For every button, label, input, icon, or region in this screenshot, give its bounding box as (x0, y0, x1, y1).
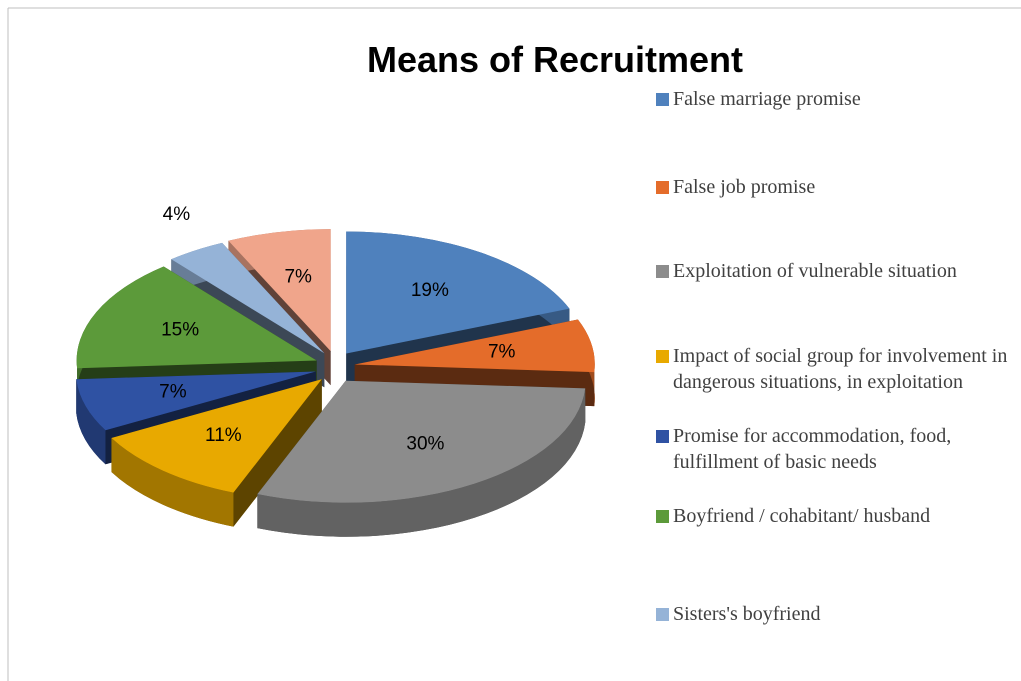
legend-line: Exploitation of vulnerable situation (673, 260, 957, 282)
legend-label: Promise for accommodation, food, fulfillm… (673, 425, 951, 473)
legend-line: Sisters's boyfriend (673, 603, 820, 625)
legend-swatch (656, 510, 669, 523)
legend-swatch (656, 430, 669, 443)
legend-label: False job promise (673, 176, 815, 198)
legend-line: dangerous situations, in exploitation (673, 371, 963, 393)
data-label: 30% (406, 434, 444, 455)
legend-line: False marriage promise (673, 88, 861, 110)
legend-swatch (656, 181, 669, 194)
legend-line: False job promise (673, 176, 815, 198)
legend-label: False marriage promise (673, 88, 861, 110)
legend-label: Exploitation of vulnerable situation (673, 260, 957, 282)
slice (257, 380, 586, 503)
data-label: 4% (163, 204, 191, 225)
legend-label: Impact of social group for involvement i… (673, 345, 1007, 393)
slice (346, 231, 570, 354)
data-label: 7% (488, 342, 516, 363)
chart-title: Means of Recruitment (367, 39, 743, 80)
slice (111, 379, 322, 493)
slice (76, 371, 316, 431)
legend-swatch (656, 350, 669, 363)
legend-line: fulfillment of basic needs (673, 451, 877, 473)
legend-label: Boyfriend / cohabitant/ husband (673, 505, 930, 527)
data-label: 15% (161, 320, 199, 341)
slice (76, 266, 317, 369)
legend-swatch (656, 93, 669, 106)
data-label: 7% (159, 382, 187, 403)
slice-side (76, 379, 106, 465)
legend-swatch (656, 608, 669, 621)
slice (228, 229, 331, 352)
data-label: 19% (411, 280, 449, 301)
legend-label: Sisters's boyfriend (673, 603, 820, 625)
legend-line: Boyfriend / cohabitant/ husband (673, 505, 930, 527)
legend-line: Promise for accommodation, food, (673, 425, 951, 447)
data-label: 7% (284, 266, 312, 287)
legend-line: Impact of social group for involvement i… (673, 345, 1007, 367)
slice-side (111, 437, 234, 527)
slice (354, 319, 595, 373)
data-label: 11% (205, 425, 242, 446)
slice (171, 242, 325, 354)
legend-swatch (656, 265, 669, 278)
slice-side (257, 388, 586, 537)
